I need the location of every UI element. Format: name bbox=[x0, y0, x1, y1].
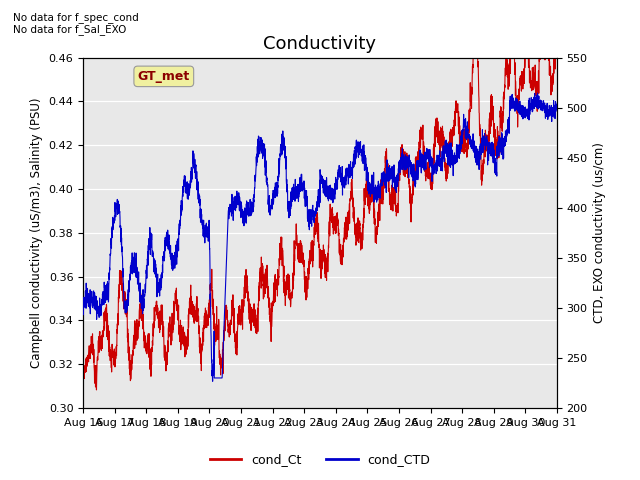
Legend: cond_Ct, cond_CTD: cond_Ct, cond_CTD bbox=[205, 448, 435, 471]
Y-axis label: Campbell conductivity (uS/m3), Salinity (PSU): Campbell conductivity (uS/m3), Salinity … bbox=[30, 97, 43, 368]
Text: No data for f_Sal_EXO: No data for f_Sal_EXO bbox=[13, 24, 126, 35]
Title: Conductivity: Conductivity bbox=[264, 35, 376, 53]
Y-axis label: CTD, EXO conductivity (us/cm): CTD, EXO conductivity (us/cm) bbox=[593, 143, 606, 323]
Text: GT_met: GT_met bbox=[138, 70, 190, 83]
Text: No data for f_spec_cond: No data for f_spec_cond bbox=[13, 12, 138, 23]
